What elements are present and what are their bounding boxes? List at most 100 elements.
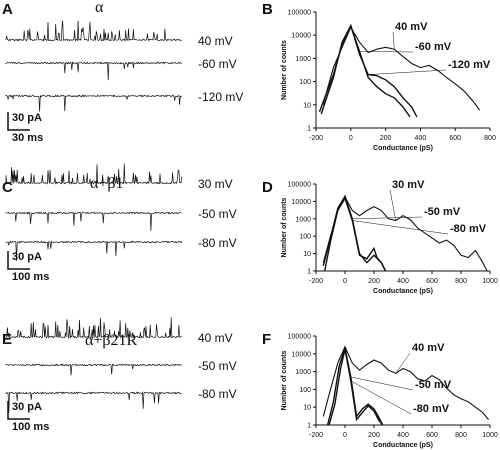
series-leader-line	[368, 69, 447, 75]
panel-title: α	[95, 0, 104, 16]
y-tick-label: 1	[307, 126, 311, 133]
trace-voltage-label: -50 mV	[198, 207, 237, 221]
y-tick-label: 10000	[292, 351, 312, 358]
series-line	[328, 349, 384, 426]
y-tick-label: 1	[307, 423, 311, 430]
y-tick-label: 100000	[288, 182, 311, 189]
y-tick-label: 10	[303, 405, 311, 412]
scale-bar	[7, 401, 30, 420]
x-tick-label: -200	[309, 135, 323, 142]
x-tick-label: 800	[455, 432, 467, 439]
current-trace	[5, 94, 182, 112]
y-tick-label: 1000	[295, 369, 311, 376]
series-label: 40 mV	[395, 21, 428, 33]
y-tick-label: 1	[307, 269, 311, 276]
histogram-panel-f: F 1 10 100 1000 10000 100000 -200 0 200 400 600 800 1…	[262, 331, 498, 449]
trace-voltage-label: -80 mV	[198, 236, 237, 250]
series-line	[322, 345, 490, 420]
axis-lines	[315, 336, 490, 426]
series-label: -80 mV	[413, 403, 450, 415]
trace-voltage-label: -50 mV	[198, 359, 237, 373]
y-axis-label: Number of counts	[281, 350, 288, 410]
x-tick-label: 1000	[482, 432, 498, 439]
x-tick-label: 200	[368, 278, 380, 285]
x-tick-label: 400	[397, 278, 409, 285]
current-trace	[5, 20, 182, 43]
x-axis-label: Conductance (pS)	[373, 288, 433, 295]
x-tick-label: -200	[309, 432, 323, 439]
y-tick-label: 10	[303, 102, 311, 109]
x-axis-label: Conductance (pS)	[373, 442, 433, 449]
y-tick-label: 100000	[288, 334, 311, 341]
scale-bar	[7, 251, 30, 270]
y-axis-label: Number of counts	[281, 197, 288, 257]
current-trace	[5, 390, 182, 413]
y-tick-label: 100	[299, 234, 311, 241]
x-tick-label: 400	[397, 432, 409, 439]
scale-bar	[7, 112, 30, 131]
histogram-panel-b: B 1 10 100 1000 10000 100000 -200 0 200 400 600 800 C…	[262, 1, 496, 152]
trace-voltage-label: -120 mV	[198, 90, 243, 104]
series-leader-line	[392, 31, 395, 50]
y-tick-label: 10	[303, 251, 311, 258]
x-tick-label: 0	[349, 135, 353, 142]
trace-voltage-label: 40 mV	[198, 34, 233, 48]
y-tick-label: 100000	[288, 10, 311, 17]
x-tick-label: 200	[380, 135, 392, 142]
series-leader-line	[352, 216, 423, 220]
panel-letter: F	[262, 331, 271, 348]
x-tick-label: 1000	[482, 278, 498, 285]
x-tick-label: 0	[343, 278, 347, 285]
x-tick-label: 800	[484, 135, 496, 142]
series-leader-line	[350, 376, 414, 391]
y-axis-label: Number of counts	[281, 40, 288, 100]
series-leader-line	[359, 51, 414, 53]
scale-current-label: 30 pA	[12, 251, 42, 263]
series-label: -80 mV	[450, 223, 487, 235]
scale-time-label: 100 ms	[12, 271, 49, 283]
trace-voltage-label: -80 mV	[198, 387, 237, 401]
series-line	[322, 195, 488, 272]
trace-voltage-label: 40 mV	[198, 331, 233, 345]
current-trace	[5, 211, 182, 231]
x-tick-label: 800	[455, 278, 467, 285]
panel-letter: B	[262, 1, 273, 18]
x-tick-label: -200	[309, 278, 323, 285]
scale-current-label: 30 pA	[12, 401, 42, 413]
series-leader-line	[389, 189, 396, 221]
x-tick-label: 400	[415, 135, 427, 142]
x-tick-label: 200	[368, 432, 380, 439]
series-line	[324, 196, 387, 272]
current-trace	[5, 363, 182, 376]
scale-current-label: 30 pA	[12, 112, 42, 124]
series-leader-line	[395, 352, 411, 374]
series-leader-line	[350, 380, 412, 415]
trace-voltage-label: 30 mV	[198, 177, 233, 191]
panel-letter: A	[2, 1, 13, 18]
y-tick-label: 100	[299, 387, 311, 394]
x-axis-label: Conductance (pS)	[373, 145, 433, 152]
histogram-panel-d: D 1 10 100 1000 10000 100000 -200 0 200 400 600 800 1…	[262, 179, 498, 295]
current-trace	[5, 163, 183, 185]
panel-letter: E	[2, 331, 12, 348]
y-tick-label: 1000	[295, 56, 311, 63]
series-label: -50 mV	[424, 206, 461, 218]
series-line	[320, 23, 418, 118]
y-tick-label: 10000	[292, 33, 312, 40]
series-line	[318, 24, 411, 118]
scale-time-label: 100 ms	[12, 421, 49, 433]
x-tick-label: 600	[426, 432, 438, 439]
series-leader-line	[352, 220, 449, 235]
scale-time-label: 30 ms	[12, 132, 43, 144]
x-tick-label: 0	[343, 432, 347, 439]
series-label: -60 mV	[415, 41, 452, 53]
y-tick-label: 10000	[292, 199, 312, 206]
current-trace	[5, 61, 182, 81]
y-tick-label: 100	[299, 79, 311, 86]
series-label: -50 mV	[415, 379, 452, 391]
series-label: 30 mV	[392, 179, 425, 191]
panel-letter: C	[2, 179, 13, 196]
